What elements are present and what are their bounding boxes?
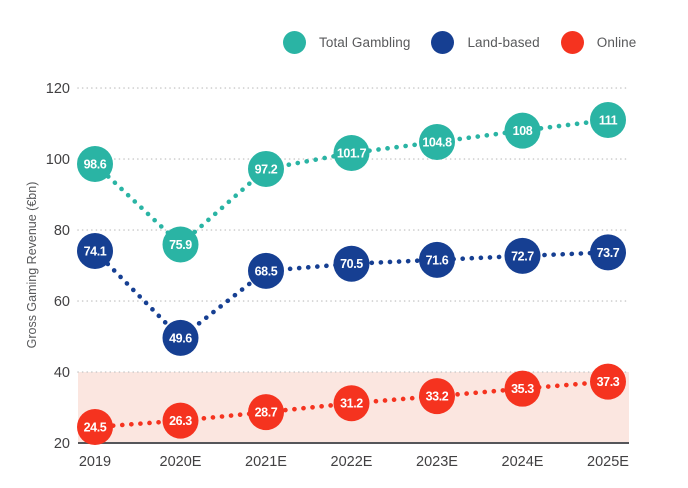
land-based-dot-icon — [431, 31, 455, 54]
data-point-label: 101.7 — [337, 146, 367, 160]
x-tick-label-2019: 2019 — [79, 454, 111, 470]
total-gambling-dot-icon — [283, 31, 306, 54]
data-point — [77, 145, 113, 182]
data-point — [333, 245, 370, 282]
data-point-label: 49.6 — [169, 331, 192, 345]
y-tick-label-80: 80 — [54, 223, 70, 239]
data-point — [590, 234, 626, 271]
data-point-label: 98.6 — [84, 157, 107, 171]
x-tick-label-2021E: 2021E — [245, 454, 287, 470]
y-tick-label-120: 120 — [46, 81, 70, 97]
data-point — [419, 123, 455, 160]
data-point — [504, 370, 541, 407]
data-point-label: 111 — [599, 113, 618, 127]
data-point — [162, 402, 199, 439]
data-point — [248, 150, 284, 187]
data-point-label: 71.6 — [426, 253, 449, 267]
data-point — [77, 409, 113, 446]
data-point-label: 73.7 — [597, 246, 620, 260]
x-tick-label-2022E: 2022E — [331, 454, 373, 470]
data-point-label: 70.5 — [340, 257, 363, 271]
data-point — [248, 394, 284, 431]
data-point-label: 75.9 — [169, 238, 192, 252]
y-tick-label-60: 60 — [54, 294, 70, 310]
x-tick-label-2023E: 2023E — [416, 454, 458, 470]
data-point-label: 97.2 — [255, 162, 278, 176]
legend-item-land-based: Land-based — [431, 31, 540, 54]
legend-label-land-based: Land-based — [467, 35, 540, 50]
data-point — [419, 378, 455, 415]
x-tick-label-2020E: 2020E — [160, 454, 202, 470]
data-point — [419, 241, 455, 278]
chart-legend: Total Gambling Land-based Online — [283, 31, 636, 54]
data-point-label: 26.3 — [169, 414, 192, 428]
legend-label-total-gambling: Total Gambling — [319, 35, 411, 50]
data-point-label: 72.7 — [511, 249, 534, 263]
data-point-label: 31.2 — [340, 397, 363, 411]
data-point — [162, 319, 199, 356]
data-point-label: 37.3 — [597, 375, 620, 389]
data-point — [333, 385, 370, 422]
data-point — [504, 237, 541, 274]
data-point-label: 35.3 — [511, 382, 534, 396]
legend-label-online: Online — [596, 35, 637, 50]
data-point — [590, 363, 626, 400]
data-point-label: 33.2 — [426, 390, 449, 404]
y-tick-label-100: 100 — [46, 152, 70, 168]
data-point — [77, 232, 113, 269]
data-point — [333, 134, 370, 171]
data-point-label: 108 — [513, 124, 533, 138]
legend-item-online: Online — [560, 31, 637, 54]
x-tick-label-2025E: 2025E — [587, 454, 629, 470]
data-point — [162, 226, 199, 263]
x-tick-label-2024E: 2024E — [502, 454, 544, 470]
data-point-label: 68.5 — [255, 264, 278, 278]
data-point-label: 24.5 — [84, 421, 107, 435]
data-point-label: 28.7 — [255, 406, 278, 420]
data-point — [248, 252, 284, 289]
data-point — [590, 101, 626, 138]
y-tick-label-20: 20 — [54, 436, 70, 452]
data-point-label: 74.1 — [84, 244, 107, 258]
data-point — [504, 112, 541, 149]
online-dot-icon — [560, 31, 584, 54]
legend-item-total-gambling: Total Gambling — [283, 31, 410, 54]
data-point-label: 104.8 — [422, 135, 452, 149]
y-axis-title: Gross Gaming Revenue (€bn) — [25, 182, 39, 349]
y-tick-label-40: 40 — [54, 365, 70, 381]
